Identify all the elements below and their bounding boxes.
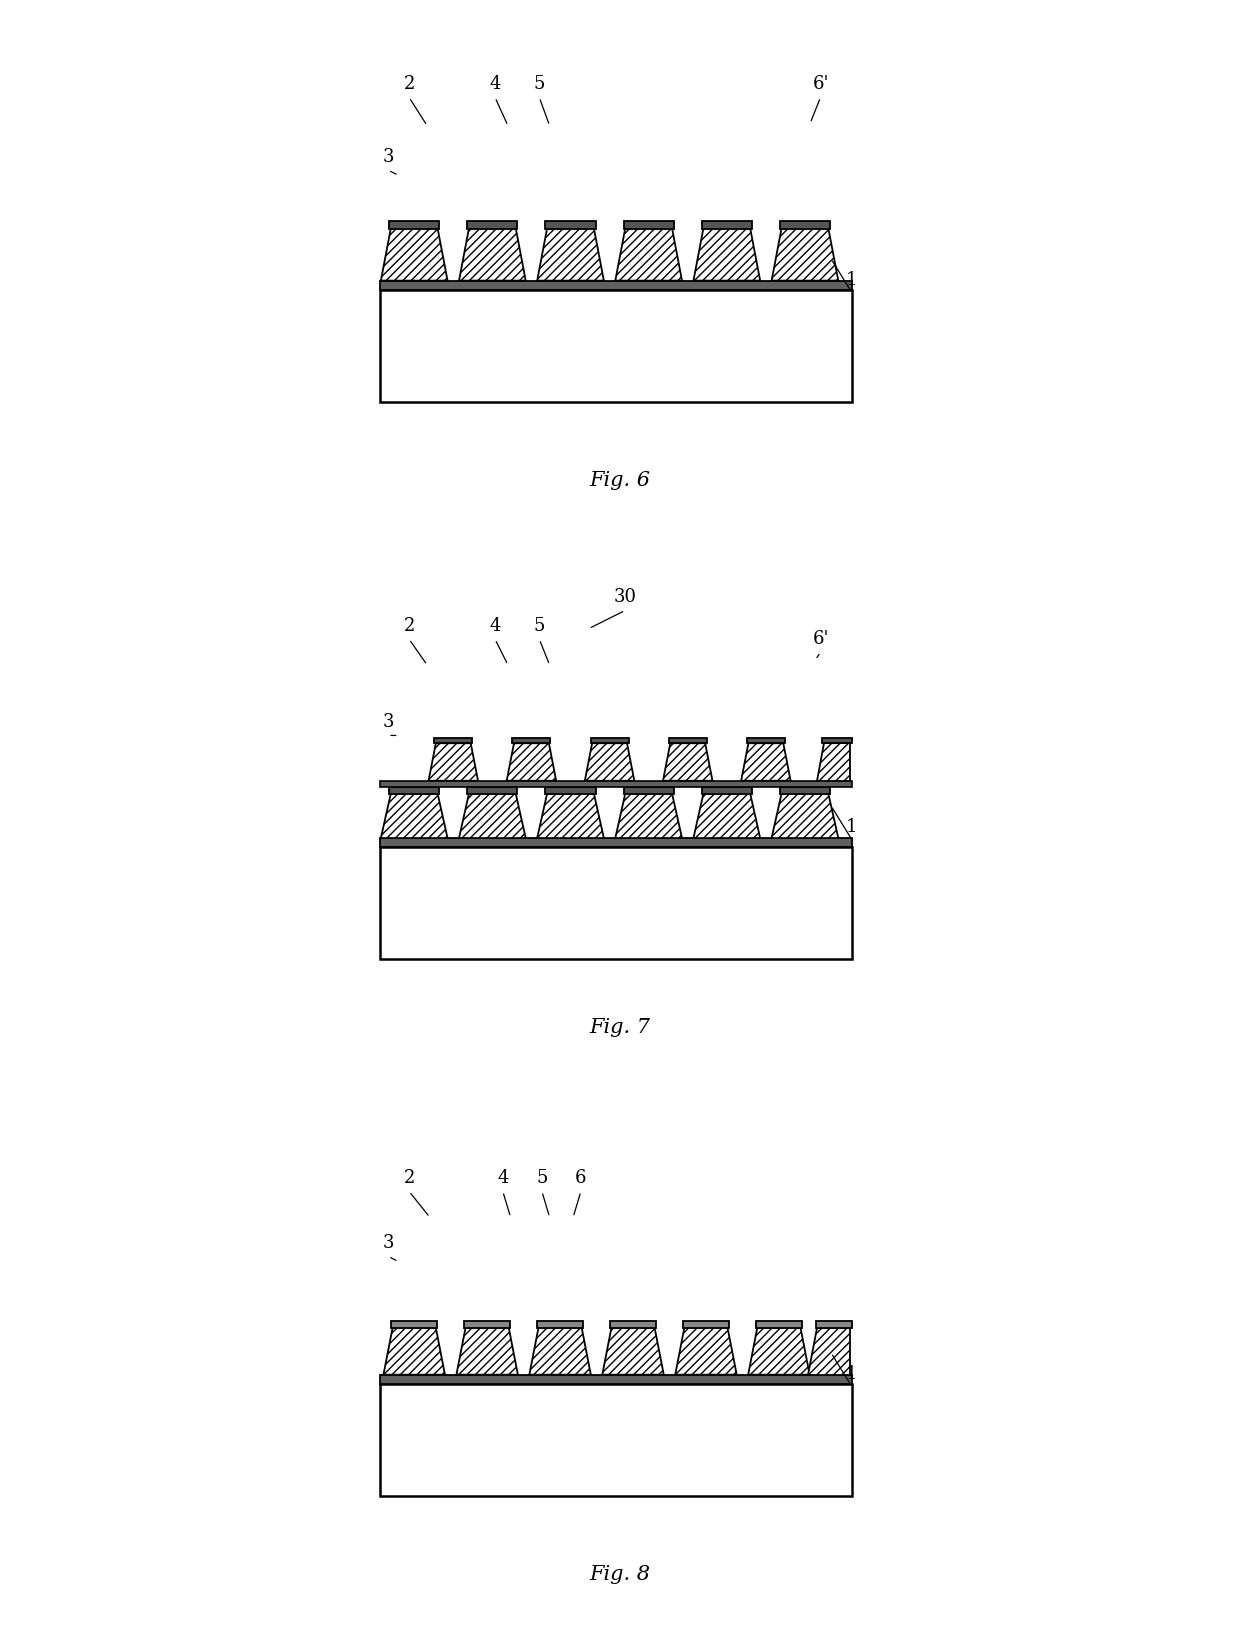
Polygon shape: [459, 229, 526, 280]
Bar: [464, 1322, 511, 1328]
Text: 3: 3: [382, 148, 394, 166]
Bar: [546, 221, 595, 229]
Bar: [389, 221, 439, 229]
Text: 30: 30: [614, 588, 636, 606]
Bar: [746, 738, 785, 743]
Bar: [822, 738, 852, 743]
Polygon shape: [615, 229, 682, 280]
Polygon shape: [742, 743, 791, 781]
Bar: [683, 1322, 729, 1328]
Bar: [702, 788, 751, 794]
Bar: [381, 781, 852, 788]
Polygon shape: [429, 743, 479, 781]
Text: 1: 1: [846, 1365, 858, 1383]
Bar: [391, 1322, 438, 1328]
Bar: [537, 1322, 583, 1328]
Text: 3: 3: [382, 714, 394, 732]
Bar: [590, 738, 629, 743]
Text: 5: 5: [533, 76, 544, 94]
Bar: [381, 1384, 852, 1496]
Bar: [381, 280, 852, 290]
Bar: [381, 290, 852, 402]
Text: 5: 5: [536, 1170, 548, 1187]
Text: 3: 3: [382, 1234, 394, 1252]
Polygon shape: [529, 1328, 590, 1374]
Text: 4: 4: [490, 616, 501, 634]
Text: 2: 2: [403, 1170, 414, 1187]
Bar: [624, 221, 673, 229]
Text: 2: 2: [403, 616, 414, 634]
Polygon shape: [603, 1328, 663, 1374]
Polygon shape: [381, 794, 448, 839]
Polygon shape: [771, 794, 838, 839]
Text: 4: 4: [490, 76, 501, 94]
Polygon shape: [771, 229, 838, 280]
Bar: [381, 1374, 852, 1384]
Polygon shape: [585, 743, 635, 781]
Polygon shape: [381, 229, 448, 280]
Bar: [780, 788, 830, 794]
Text: Fig. 6: Fig. 6: [589, 471, 651, 489]
Polygon shape: [507, 743, 557, 781]
Polygon shape: [456, 1328, 518, 1374]
Bar: [668, 738, 707, 743]
Polygon shape: [459, 794, 526, 839]
Polygon shape: [693, 794, 760, 839]
Bar: [816, 1322, 852, 1328]
Text: Fig. 7: Fig. 7: [589, 1018, 651, 1037]
Bar: [467, 788, 517, 794]
Text: 4: 4: [497, 1170, 508, 1187]
Text: Fig. 8: Fig. 8: [589, 1564, 651, 1584]
Bar: [467, 221, 517, 229]
Bar: [610, 1322, 656, 1328]
Bar: [389, 788, 439, 794]
Bar: [702, 221, 751, 229]
Bar: [381, 839, 852, 847]
Text: 2: 2: [403, 76, 414, 94]
Text: 1: 1: [846, 817, 858, 836]
Text: 6': 6': [812, 76, 828, 94]
Text: 6: 6: [575, 1170, 587, 1187]
Bar: [755, 1322, 802, 1328]
Polygon shape: [693, 229, 760, 280]
Polygon shape: [663, 743, 713, 781]
Polygon shape: [748, 1328, 810, 1374]
Bar: [546, 788, 595, 794]
Polygon shape: [537, 794, 604, 839]
Text: 1: 1: [846, 270, 858, 288]
Bar: [434, 738, 472, 743]
Bar: [780, 221, 830, 229]
Text: 6': 6': [812, 630, 828, 648]
Polygon shape: [817, 743, 851, 781]
Polygon shape: [615, 794, 682, 839]
Text: 5: 5: [533, 616, 544, 634]
Polygon shape: [808, 1328, 851, 1374]
Bar: [381, 847, 852, 959]
Polygon shape: [676, 1328, 737, 1374]
Polygon shape: [383, 1328, 445, 1374]
Polygon shape: [537, 229, 604, 280]
Bar: [624, 788, 673, 794]
Bar: [512, 738, 551, 743]
